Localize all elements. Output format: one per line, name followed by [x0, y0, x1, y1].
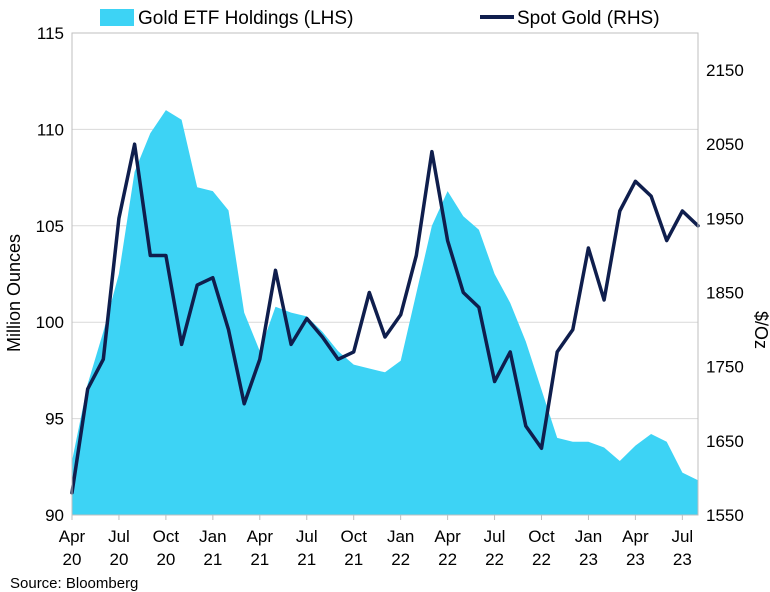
left-tick-label: 90: [45, 506, 64, 525]
x-tick-month: Jul: [296, 527, 318, 546]
x-tick-year: 22: [391, 550, 410, 569]
x-tick-year: 21: [250, 550, 269, 569]
legend-label-spot-gold: Spot Gold (RHS): [517, 8, 660, 29]
x-tick-month: Apr: [59, 527, 86, 546]
x-tick-month: Jul: [671, 527, 693, 546]
left-tick-label: 110: [37, 120, 64, 139]
right-tick-label: 1750: [706, 358, 744, 377]
x-tick-year: 23: [579, 550, 598, 569]
right-tick-label: 1950: [706, 209, 744, 228]
left-axis-ticks: 90 95 100 105 110 115: [36, 24, 64, 525]
left-tick-label: 100: [36, 313, 64, 332]
x-axis-ticks: Apr 20 Jul 20 Oct 20 Jan 21 Apr 21 Jul 21 Oct 21 Jan 22…: [59, 515, 693, 569]
x-tick-year: 22: [485, 550, 504, 569]
right-tick-label: 1650: [706, 432, 744, 451]
left-axis-title: Million Ounces: [4, 234, 24, 352]
x-tick-year: 20: [63, 550, 82, 569]
left-tick-label: 105: [36, 217, 64, 236]
spot-gold-line: [70, 142, 700, 495]
x-tick-month: Oct: [340, 527, 367, 546]
plot-frame: [71, 32, 699, 516]
etf-holdings-area-layer: [72, 110, 698, 515]
x-tick-month: Jan: [575, 527, 602, 546]
right-tick-label: 2050: [706, 135, 744, 154]
legend: Gold ETF Holdings (LHS) Spot Gold (RHS): [100, 8, 660, 29]
right-axis-title: $/Oz: [751, 311, 770, 349]
x-tick-month: Apr: [434, 527, 461, 546]
x-tick-year: 21: [344, 550, 363, 569]
x-tick-month: Oct: [528, 527, 555, 546]
source-note: Source: Bloomberg: [10, 575, 138, 592]
x-tick-month: Jan: [387, 527, 414, 546]
legend-swatch-etf-holdings: [100, 9, 134, 26]
legend-label-etf-holdings: Gold ETF Holdings (LHS): [138, 8, 353, 29]
x-tick-year: 23: [673, 550, 692, 569]
x-tick-year: 23: [626, 550, 645, 569]
x-tick-year: 20: [156, 550, 175, 569]
x-tick-month: Jul: [484, 527, 506, 546]
x-tick-month: Apr: [622, 527, 649, 546]
x-tick-year: 22: [532, 550, 551, 569]
x-tick-year: 22: [438, 550, 457, 569]
x-tick-year: 20: [109, 550, 128, 569]
left-tick-label: 95: [45, 410, 64, 429]
x-tick-month: Jan: [199, 527, 226, 546]
etf-holdings-area: [72, 110, 698, 515]
spot-gold-line-layer: [70, 142, 700, 495]
x-tick-year: 21: [203, 550, 222, 569]
right-tick-label: 1550: [706, 506, 744, 525]
x-tick-month: Apr: [247, 527, 274, 546]
right-tick-label: 1850: [706, 284, 744, 303]
x-tick-year: 21: [297, 550, 316, 569]
right-axis-ticks: 1550 1650 1750 1850 1950 2050 2150: [706, 61, 744, 525]
x-tick-month: Jul: [108, 527, 130, 546]
right-tick-label: 2150: [706, 61, 744, 80]
x-tick-month: Oct: [153, 527, 180, 546]
left-tick-label: 115: [37, 24, 64, 43]
